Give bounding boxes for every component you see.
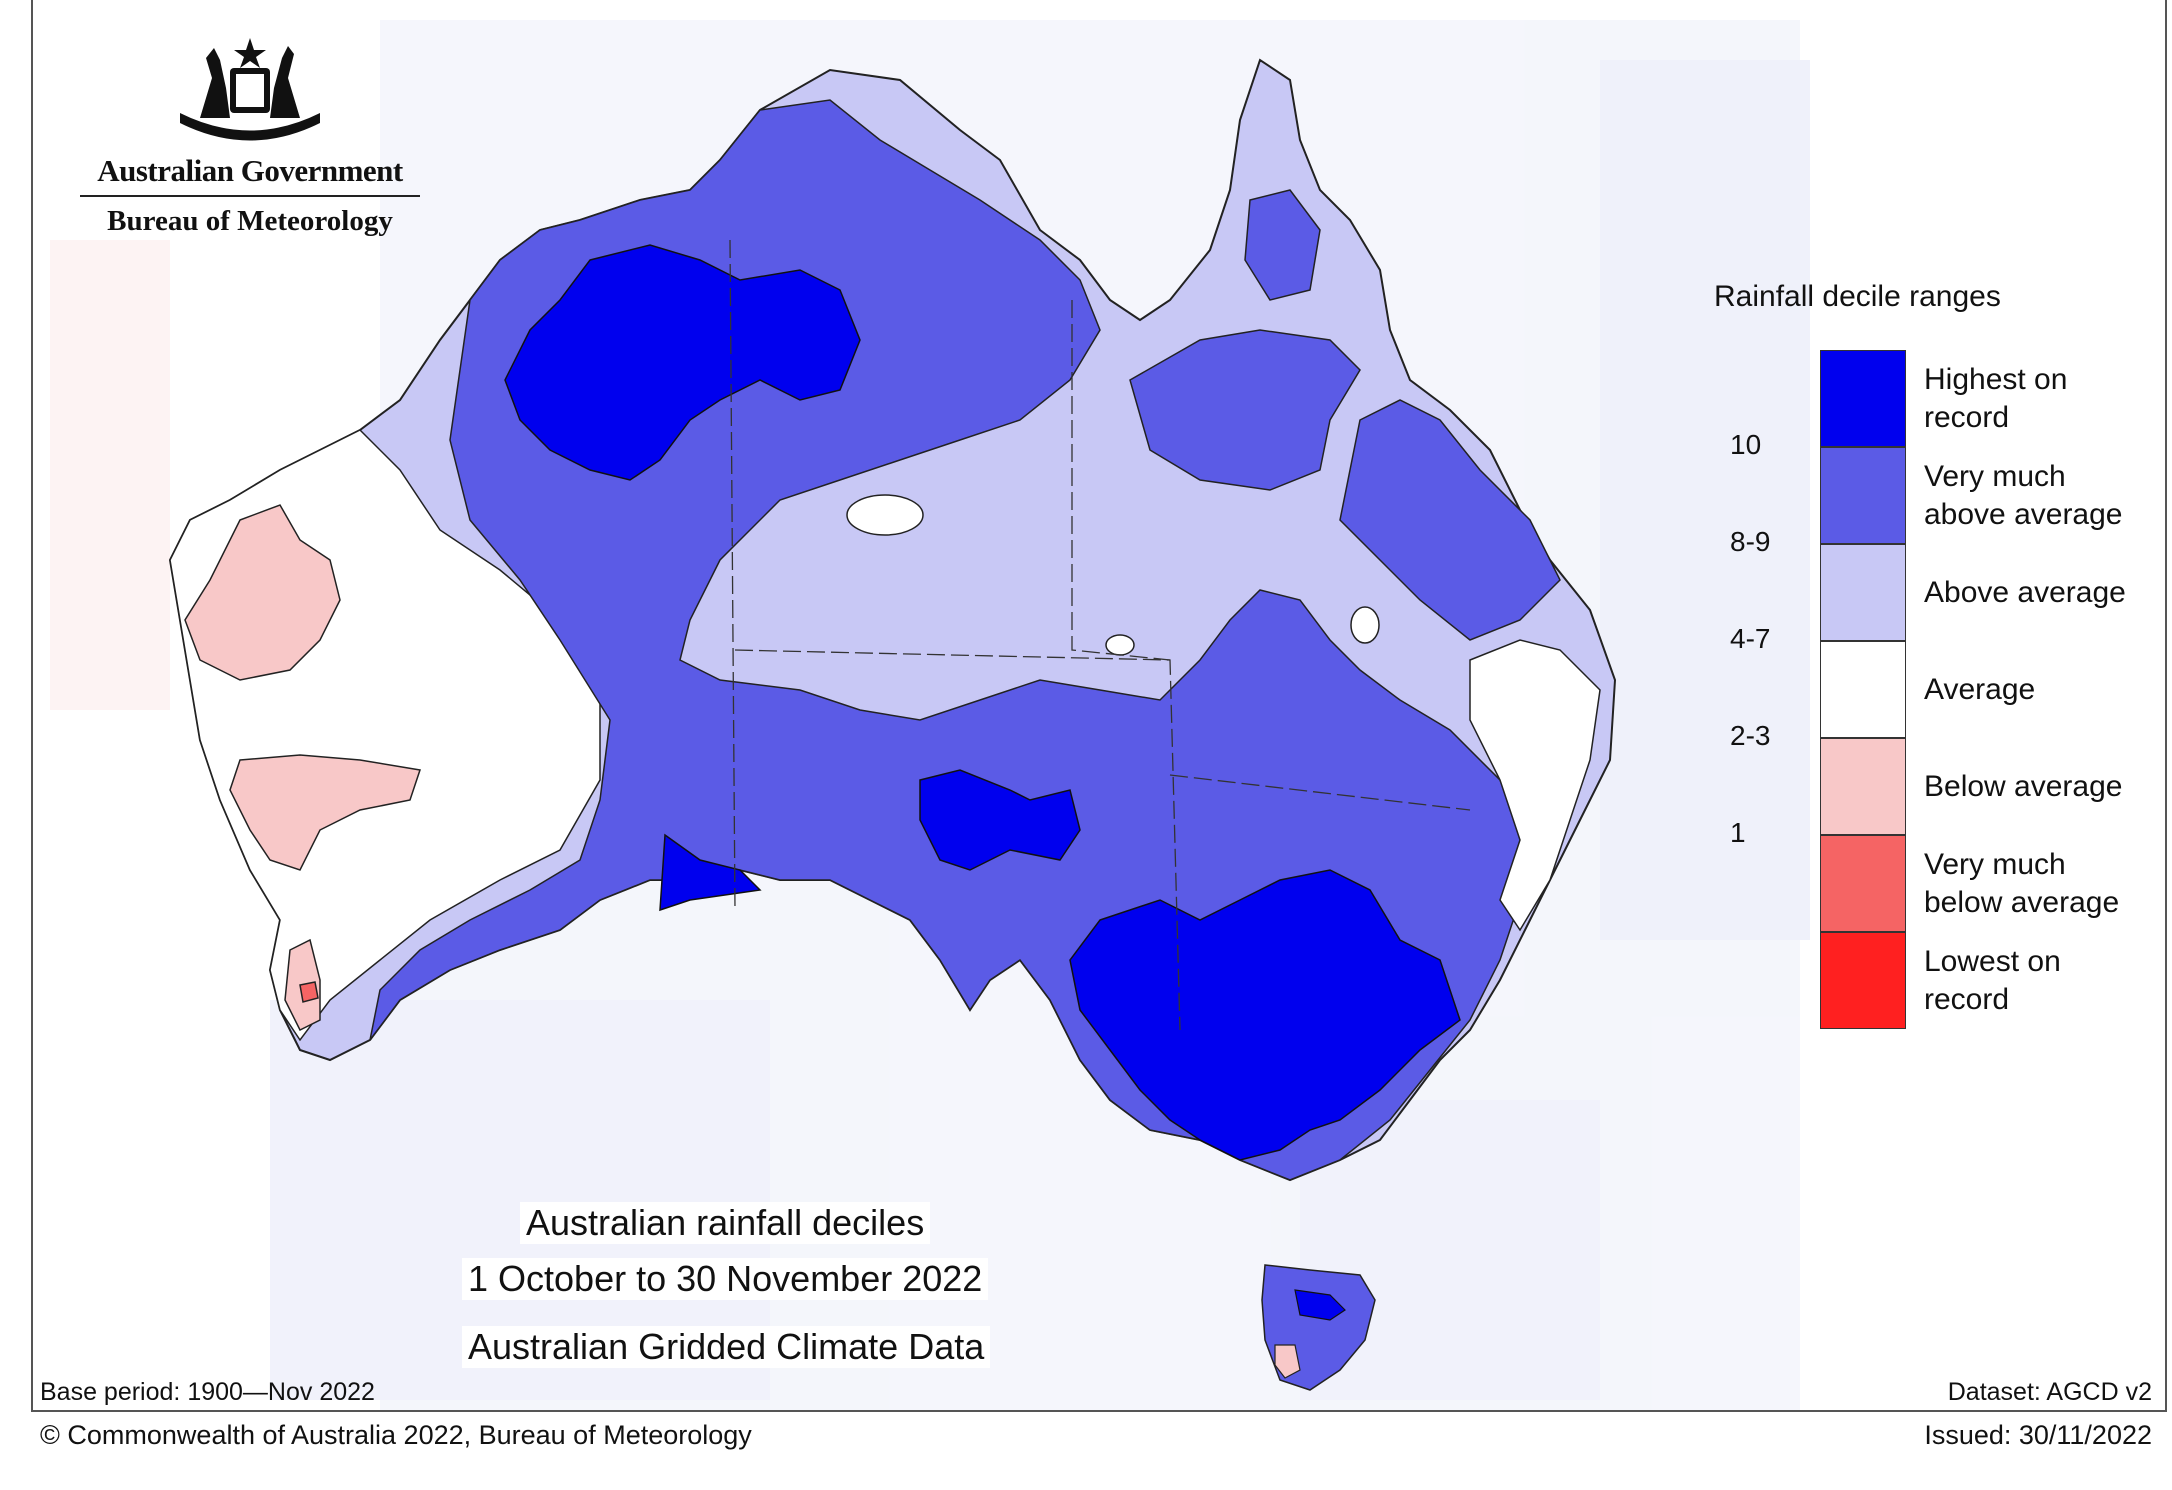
state-borders xyxy=(729,239,1471,1031)
map-title: Australian rainfall deciles xyxy=(520,1202,931,1244)
legend-decile: 4-7 xyxy=(1730,623,1771,654)
legend-swatch xyxy=(1820,932,1906,1029)
dataset-label: Dataset: AGCD v2 xyxy=(1947,1378,2152,1406)
legend-decile: 2-3 xyxy=(1730,720,1771,751)
legend-decile: 1 xyxy=(1730,817,1746,848)
qld-very-much-above xyxy=(1129,329,1361,491)
qld-average-patch xyxy=(1350,606,1380,644)
legend-title: Rainfall decile ranges xyxy=(1714,280,2001,313)
legend-decile: 10 xyxy=(1730,429,1762,460)
east-coast-average xyxy=(1469,639,1601,932)
legend-swatch xyxy=(1820,350,1906,447)
coat-of-arms-icon xyxy=(180,38,320,141)
wa-very-much-below xyxy=(299,981,319,1003)
branding-divider xyxy=(80,195,420,197)
se-highest-on-record xyxy=(1069,869,1461,1161)
legend-label: Very much below average xyxy=(1924,847,2120,919)
legend-label: Highest on record xyxy=(1924,362,2068,434)
kimberley-highest-on-record xyxy=(504,244,861,481)
tasmania-below-average xyxy=(1274,1344,1301,1379)
legend-swatch xyxy=(1820,738,1906,835)
legend-label: Below average xyxy=(1924,769,2123,803)
qld-east-very-much-above xyxy=(1339,399,1561,641)
legend-label: Above average xyxy=(1924,575,2126,609)
sa-average-patch xyxy=(1105,634,1135,656)
legend-swatch xyxy=(1820,641,1906,738)
legend-label: Average xyxy=(1924,672,2036,706)
wa-below-average-north xyxy=(184,504,341,681)
issued-date: Issued: 30/11/2022 xyxy=(1924,1420,2152,1450)
legend-swatch xyxy=(1820,835,1906,932)
copyright: © Commonwealth of Australia 2022, Bureau… xyxy=(40,1420,752,1450)
nt-average-patch xyxy=(846,494,924,536)
map-period: 1 October to 30 November 2022 xyxy=(462,1258,989,1300)
cape-york-very-much-above xyxy=(1244,189,1321,301)
legend-label: Very much above average xyxy=(1924,459,2123,531)
branding-block: Australian Government Bureau of Meteorol… xyxy=(70,28,430,238)
legend-swatch xyxy=(1820,544,1906,641)
sa-highest-on-record xyxy=(919,769,1081,871)
government-name: Australian Government xyxy=(97,153,403,188)
legend-label: Lowest on record xyxy=(1924,944,2061,1016)
base-period: Base period: 1900—Nov 2022 xyxy=(40,1378,375,1406)
tasmania-highest-on-record xyxy=(1294,1289,1346,1321)
legend-decile: 8-9 xyxy=(1730,526,1771,557)
map-source: Australian Gridded Climate Data xyxy=(462,1326,991,1368)
wa-below-average-south xyxy=(229,754,421,871)
legend-swatch xyxy=(1820,447,1906,544)
agency-name: Bureau of Meteorology xyxy=(107,205,393,237)
